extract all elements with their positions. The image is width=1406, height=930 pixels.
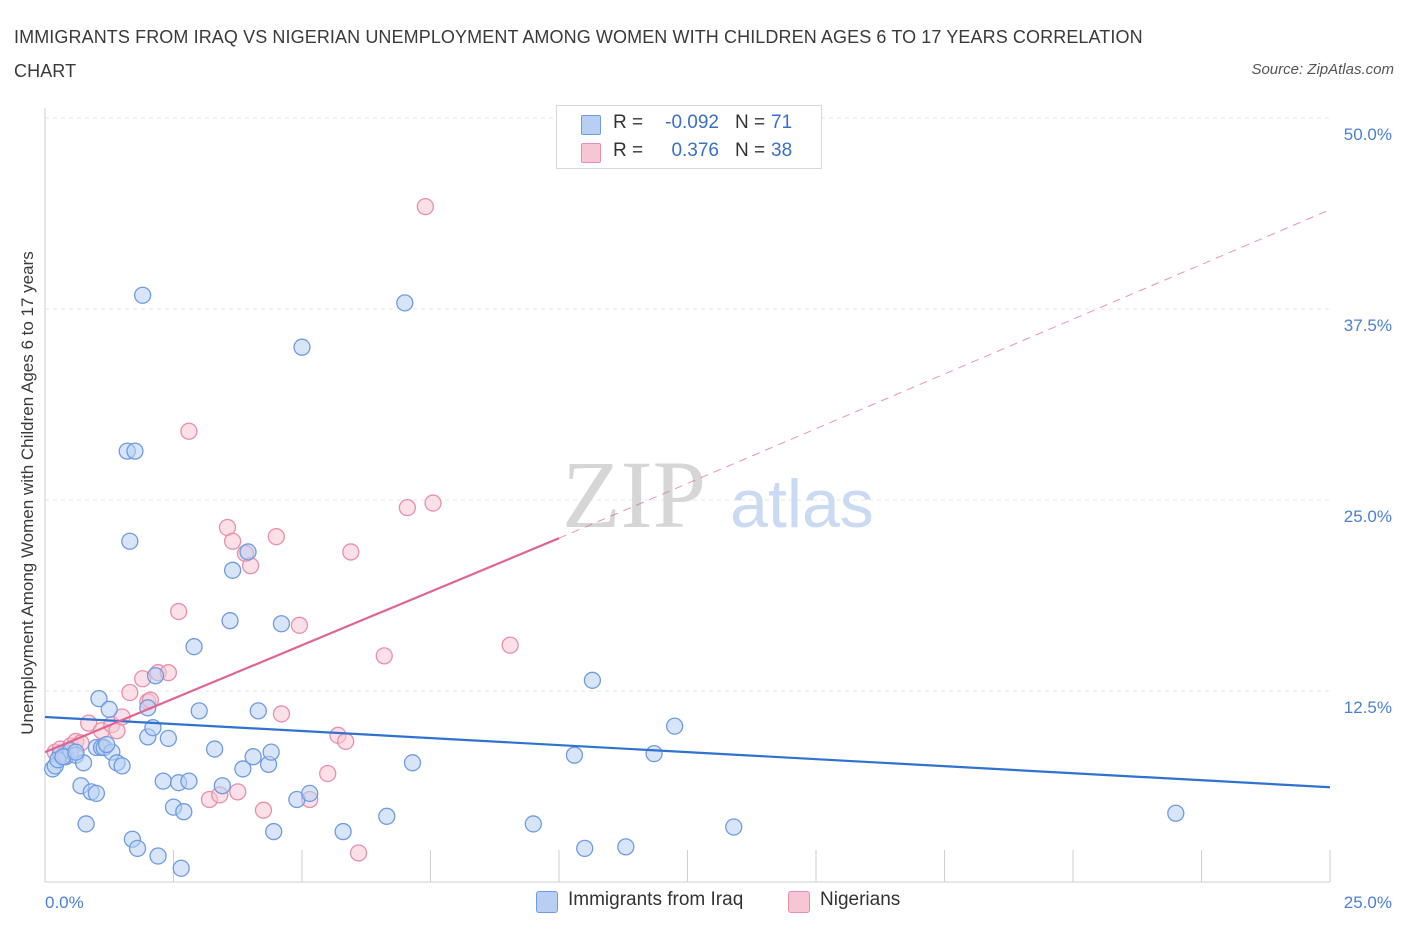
iraq-point [90, 689, 108, 708]
iraq-point [185, 638, 203, 656]
nigerian-point [337, 732, 355, 751]
iraq-point [126, 442, 144, 460]
nigerian-point [229, 783, 247, 801]
nigerian-point [290, 616, 309, 634]
legend-swatch-nigerians [581, 143, 601, 163]
nigerian-point [375, 647, 393, 665]
nigerian-point [223, 532, 242, 550]
nigerian-point [272, 705, 291, 723]
iraq-point [565, 746, 584, 764]
iraq-point [146, 667, 165, 685]
iraq-point [221, 612, 239, 630]
iraq-point [524, 815, 542, 833]
watermark: ZIP atlas [562, 441, 874, 548]
iraq-point [617, 838, 635, 856]
iraq-point [190, 702, 208, 720]
nigerian-point [349, 844, 368, 862]
iraq-point [87, 784, 106, 803]
iraq-point [334, 822, 352, 841]
nigerian-point [121, 683, 139, 702]
iraq-point [223, 561, 242, 579]
iraq-point [645, 744, 663, 763]
legend-n-label: N = [735, 112, 766, 133]
nigerian-point [254, 801, 273, 819]
iraq-point [234, 760, 252, 778]
correlation-legend: R = -0.092 N = 71 R = 0.376 N = 38 [556, 105, 822, 169]
bottom-legend-swatch-nigerians [788, 891, 810, 913]
iraq-point [576, 839, 594, 858]
iraq-point [249, 702, 267, 720]
legend-n-value: 38 [771, 140, 793, 161]
legend-n-label: N = [735, 140, 766, 161]
iraq-point [159, 729, 178, 748]
iraq-point [583, 671, 602, 689]
tick-labels: 12.5% 25.0% 37.5% 50.0% 0.0% 25.0% [45, 125, 1392, 912]
axes [44, 108, 1331, 883]
iraq-point [244, 748, 262, 766]
bottom-legend-swatch-iraq [536, 891, 558, 913]
y-tick-label: 12.5% [1344, 698, 1392, 717]
grid-lines [45, 117, 1330, 692]
nigerian-point [319, 764, 337, 783]
iraq-points [44, 286, 1185, 877]
iraq-point [67, 743, 85, 761]
iraq-point [175, 803, 193, 821]
iraq-point [239, 543, 257, 561]
legend-r-label: R = [613, 140, 644, 161]
bottom-legend-label-iraq: Immigrants from Iraq [568, 889, 744, 910]
nigerian-point [424, 494, 442, 512]
iraq-point [262, 743, 280, 761]
legend-r-label: R = [613, 112, 644, 133]
legend-r-value: 0.376 [671, 140, 719, 161]
legend-r-value: -0.092 [665, 112, 719, 133]
iraq-point [205, 740, 224, 758]
trend-lines [44, 209, 1331, 789]
nigerian-point [342, 543, 360, 561]
legend-swatch-iraq [581, 115, 601, 135]
nigerian-point [180, 422, 198, 440]
iraq-point [1167, 804, 1185, 822]
iraq-point [725, 818, 743, 836]
nigerian-point [416, 197, 435, 216]
iraq-point [301, 784, 319, 803]
legend-n-value: 71 [771, 112, 793, 133]
chart-title: IMMIGRANTS FROM IRAQ VS NIGERIAN UNEMPLO… [14, 27, 1143, 81]
iraq-point [666, 717, 684, 735]
nigerian-point [501, 636, 519, 654]
iraq-point [149, 847, 167, 865]
nigerian-point [169, 602, 188, 621]
iraq-point [154, 772, 172, 790]
x-tick-label: 0.0% [45, 893, 84, 912]
iraq-point [134, 286, 152, 304]
x-tick-label: 25.0% [1344, 893, 1392, 912]
iraq-point [378, 807, 396, 825]
iraq-point [293, 338, 311, 356]
nigerian-point [398, 498, 417, 517]
iraq-point [265, 822, 283, 841]
iraq-point [77, 815, 95, 833]
source-credit: Source: ZipAtlas.com [1251, 61, 1394, 78]
iraq-point [100, 700, 118, 718]
bottom-legend-label-nigerians: Nigerians [820, 889, 901, 910]
iraq-point [172, 859, 190, 877]
nigerian-trend-line [44, 537, 560, 754]
iraq-trend-line [44, 715, 1331, 789]
iraq-point [180, 772, 198, 790]
iraq-point [113, 757, 131, 775]
iraq-point [213, 777, 231, 795]
nigerian-point [267, 528, 285, 546]
iraq-point [403, 754, 422, 772]
iraq-point [396, 294, 414, 312]
y-tick-label: 50.0% [1344, 125, 1392, 144]
y-tick-label: 25.0% [1344, 507, 1392, 526]
y-tick-label: 37.5% [1344, 316, 1392, 335]
watermark-atlas: atlas [730, 466, 874, 542]
iraq-point [121, 532, 139, 550]
iraq-point [98, 735, 116, 754]
iraq-point [272, 615, 291, 633]
iraq-point [128, 839, 147, 858]
watermark-zip: ZIP [562, 441, 706, 548]
